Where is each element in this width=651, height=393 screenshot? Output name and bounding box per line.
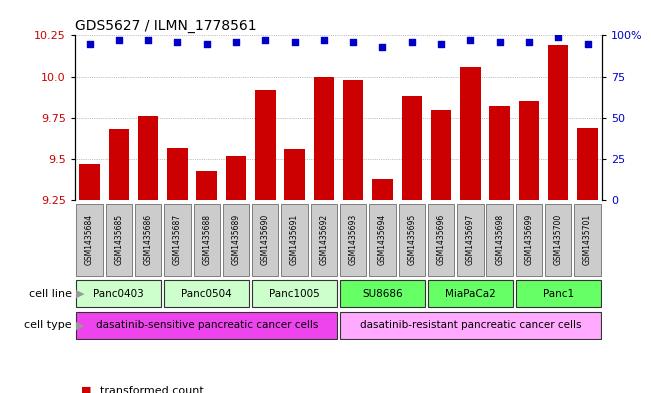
Text: dasatinib-resistant pancreatic cancer cells: dasatinib-resistant pancreatic cancer ce… <box>359 320 581 330</box>
Point <box>289 39 299 45</box>
Text: Panc1: Panc1 <box>543 289 574 299</box>
Point <box>348 39 358 45</box>
Text: MiaPaCa2: MiaPaCa2 <box>445 289 495 299</box>
Point <box>406 39 417 45</box>
Point <box>114 37 124 44</box>
Point <box>173 39 183 45</box>
Text: GDS5627 / ILMN_1778561: GDS5627 / ILMN_1778561 <box>75 19 256 33</box>
Text: GSM1435690: GSM1435690 <box>261 214 270 265</box>
FancyBboxPatch shape <box>486 204 513 275</box>
Text: SU8686: SU8686 <box>362 289 403 299</box>
Point <box>465 37 476 44</box>
FancyBboxPatch shape <box>164 204 191 275</box>
Text: GSM1435685: GSM1435685 <box>115 214 123 265</box>
FancyBboxPatch shape <box>574 204 601 275</box>
FancyBboxPatch shape <box>457 204 484 275</box>
Bar <box>548 45 568 200</box>
Text: Panc0403: Panc0403 <box>94 289 144 299</box>
FancyBboxPatch shape <box>223 204 249 275</box>
Point <box>143 37 154 44</box>
Point <box>231 39 242 45</box>
Bar <box>167 148 187 200</box>
Text: Panc1005: Panc1005 <box>270 289 320 299</box>
Bar <box>519 101 539 200</box>
FancyBboxPatch shape <box>369 204 396 275</box>
Text: transformed count: transformed count <box>100 386 203 393</box>
Text: Panc0504: Panc0504 <box>182 289 232 299</box>
FancyBboxPatch shape <box>516 280 601 307</box>
Text: ▶: ▶ <box>76 289 85 299</box>
Text: cell type: cell type <box>24 320 72 330</box>
Text: GSM1435687: GSM1435687 <box>173 214 182 265</box>
Point <box>583 40 593 47</box>
FancyBboxPatch shape <box>76 312 337 339</box>
Text: GSM1435700: GSM1435700 <box>554 214 562 265</box>
Text: cell line: cell line <box>29 289 72 299</box>
FancyBboxPatch shape <box>164 280 249 307</box>
FancyBboxPatch shape <box>105 204 132 275</box>
Bar <box>138 116 158 200</box>
Point <box>202 40 212 47</box>
Bar <box>343 80 363 200</box>
Bar <box>372 179 393 200</box>
FancyBboxPatch shape <box>545 204 572 275</box>
Text: GSM1435689: GSM1435689 <box>232 214 240 265</box>
Text: GSM1435696: GSM1435696 <box>437 214 445 265</box>
Point <box>553 34 564 40</box>
Point <box>436 40 447 47</box>
Text: dasatinib-sensitive pancreatic cancer cells: dasatinib-sensitive pancreatic cancer ce… <box>96 320 318 330</box>
Bar <box>314 77 334 200</box>
Point <box>85 40 95 47</box>
FancyBboxPatch shape <box>428 280 513 307</box>
FancyBboxPatch shape <box>193 204 220 275</box>
FancyBboxPatch shape <box>76 204 103 275</box>
Bar <box>79 164 100 200</box>
Point <box>495 39 505 45</box>
Bar <box>490 107 510 200</box>
Text: GSM1435688: GSM1435688 <box>202 214 211 265</box>
Point <box>319 37 329 44</box>
Point <box>260 37 271 44</box>
Text: GSM1435697: GSM1435697 <box>466 214 475 265</box>
FancyBboxPatch shape <box>340 204 367 275</box>
Point <box>378 44 388 50</box>
FancyBboxPatch shape <box>340 280 425 307</box>
Text: GSM1435692: GSM1435692 <box>320 214 328 265</box>
FancyBboxPatch shape <box>398 204 425 275</box>
Text: ▶: ▶ <box>76 320 85 330</box>
FancyBboxPatch shape <box>281 204 308 275</box>
Text: GSM1435691: GSM1435691 <box>290 214 299 265</box>
Bar <box>109 129 129 200</box>
Text: GSM1435694: GSM1435694 <box>378 214 387 265</box>
FancyBboxPatch shape <box>76 280 161 307</box>
Bar <box>402 96 422 200</box>
FancyBboxPatch shape <box>252 204 279 275</box>
Point <box>523 39 534 45</box>
Bar <box>577 128 598 200</box>
FancyBboxPatch shape <box>428 204 454 275</box>
FancyBboxPatch shape <box>516 204 542 275</box>
Text: GSM1435699: GSM1435699 <box>525 214 533 265</box>
Text: GSM1435701: GSM1435701 <box>583 214 592 265</box>
Text: GSM1435695: GSM1435695 <box>408 214 416 265</box>
Bar <box>197 171 217 200</box>
FancyBboxPatch shape <box>340 312 601 339</box>
Bar <box>284 149 305 200</box>
FancyBboxPatch shape <box>311 204 337 275</box>
Bar <box>460 67 480 200</box>
Text: GSM1435698: GSM1435698 <box>495 214 504 265</box>
FancyBboxPatch shape <box>252 280 337 307</box>
Text: GSM1435684: GSM1435684 <box>85 214 94 265</box>
Text: GSM1435693: GSM1435693 <box>349 214 357 265</box>
Text: ■: ■ <box>81 386 92 393</box>
Bar <box>255 90 275 200</box>
FancyBboxPatch shape <box>135 204 161 275</box>
Text: GSM1435686: GSM1435686 <box>144 214 152 265</box>
Bar <box>431 110 451 200</box>
Bar <box>226 156 246 200</box>
